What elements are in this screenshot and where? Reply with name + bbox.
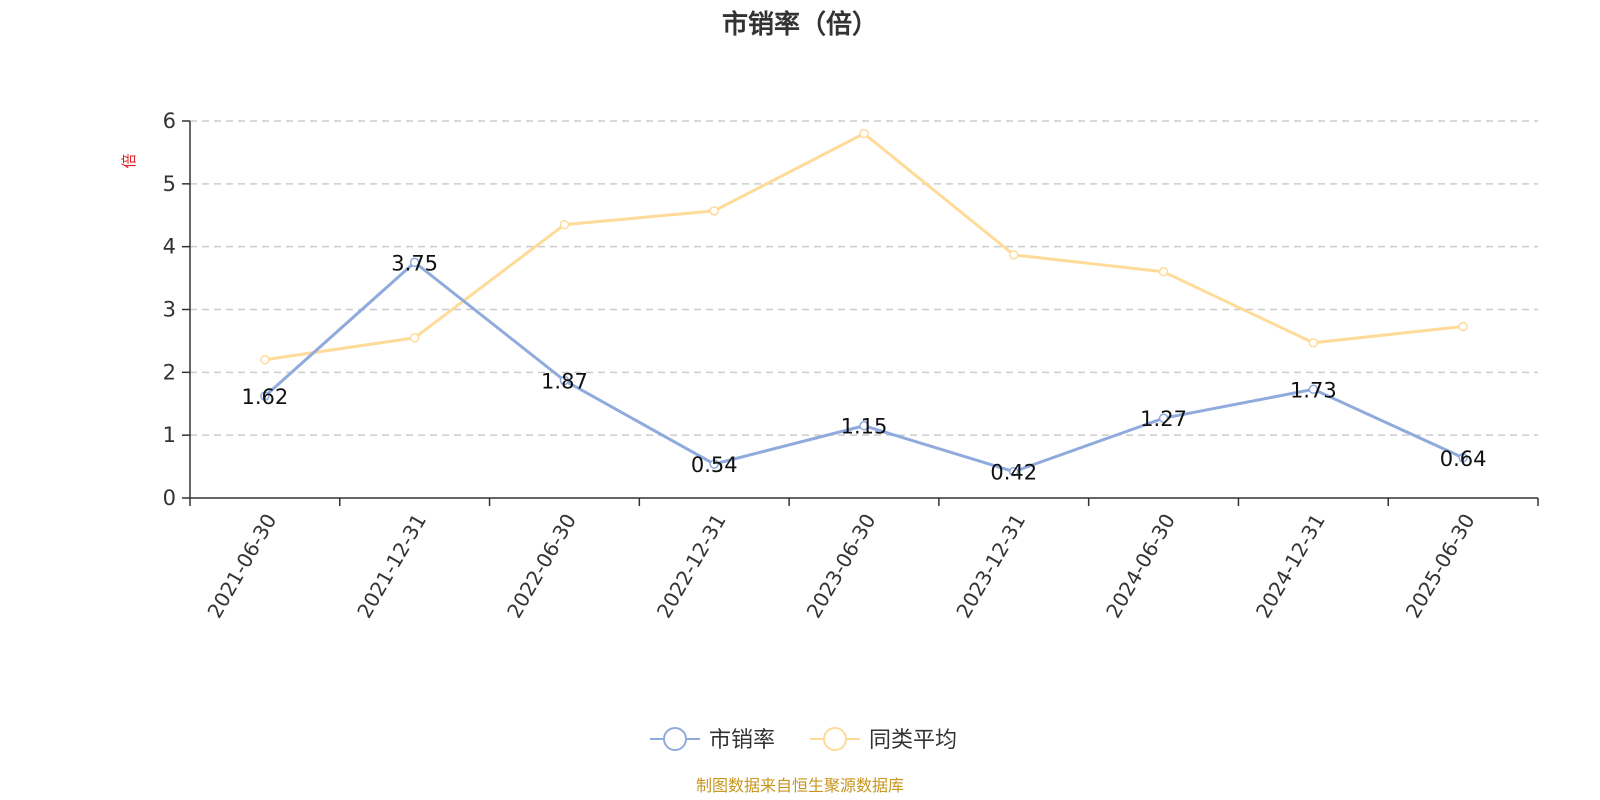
y-tick-label: 0	[163, 486, 176, 510]
data-label: 1.27	[1140, 407, 1187, 431]
data-point	[1308, 384, 1319, 395]
data-point	[859, 128, 869, 139]
data-point	[260, 355, 270, 365]
x-tick-label: 2022-06-30	[502, 510, 581, 623]
y-tick-label: 4	[163, 235, 176, 259]
x-tick-label: 2023-12-31	[951, 510, 1030, 623]
data-label: 3.75	[391, 251, 438, 275]
data-point	[1308, 338, 1319, 348]
y-tick-label: 6	[163, 109, 176, 133]
data-label: 0.64	[1440, 447, 1487, 471]
data-label: 1.73	[1290, 378, 1337, 402]
data-label: 1.15	[841, 415, 888, 439]
y-tick-label: 1	[163, 423, 176, 447]
legend-marker	[663, 727, 687, 751]
data-label: 1.87	[541, 370, 588, 394]
data-point	[1458, 453, 1468, 463]
y-tick-label: 2	[163, 360, 176, 384]
data-point	[859, 420, 869, 431]
x-tick-label: 2024-12-31	[1251, 510, 1330, 623]
legend-label: 同类平均	[869, 728, 957, 753]
data-label: 0.42	[990, 461, 1037, 485]
grid-lines	[190, 120, 1538, 436]
data-label: 0.54	[691, 453, 738, 477]
data-point	[709, 459, 719, 469]
data-point	[559, 219, 570, 230]
data-point	[409, 257, 420, 268]
y-tick-label: 5	[163, 172, 176, 196]
data-point	[1158, 413, 1169, 423]
x-tick-label: 2021-12-31	[352, 509, 431, 622]
x-tick-label: 2025-06-30	[1401, 510, 1480, 623]
legend-label: 市销率	[709, 728, 775, 753]
data-point	[559, 375, 570, 386]
data-point	[1009, 250, 1019, 260]
y-tick-label: 3	[163, 298, 176, 322]
y-ticks: 0 1 2 3 4 5 6	[163, 109, 190, 510]
y-axis-label: 倍	[120, 153, 138, 168]
data-point	[1458, 321, 1468, 332]
data-label: 1.62	[242, 385, 289, 409]
legend[interactable]: 市销率 同类平均	[650, 727, 957, 753]
series-layer	[260, 128, 1468, 477]
data-point	[709, 206, 719, 216]
x-tick-label: 2022-12-31	[652, 510, 731, 623]
source-note: 制图数据来自恒生聚源数据库	[696, 776, 904, 795]
data-point	[409, 333, 420, 343]
data-point	[260, 391, 270, 401]
chart-title: 市销率（倍）	[722, 9, 878, 40]
data-labels: 1.62 3.75 1.87 0.54 1.15 0.42 1.27 1.73 0.64	[242, 251, 1487, 484]
x-tick-label: 2024-06-30	[1101, 510, 1180, 623]
legend-marker	[823, 727, 847, 751]
x-tick-label: 2023-06-30	[802, 510, 881, 623]
x-ticks: 2021-06-30 2021-12-31 2022-06-30 2022-12-31…	[189, 498, 1539, 623]
data-point	[1009, 466, 1019, 477]
x-tick-label: 2021-06-30	[202, 510, 281, 623]
data-point	[1158, 267, 1169, 277]
series-line	[263, 260, 1464, 474]
